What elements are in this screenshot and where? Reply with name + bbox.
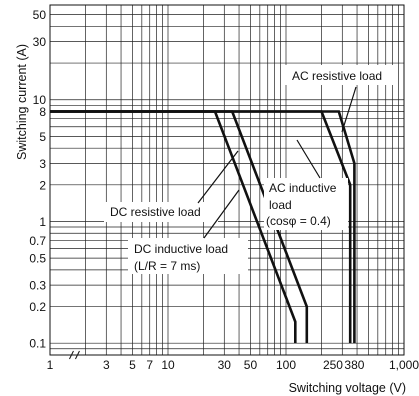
- annotation-text: load: [269, 198, 292, 212]
- annotation-text: DC inductive load: [134, 242, 228, 256]
- annotation-leader-line: [203, 189, 240, 239]
- x-tick-label: 100: [276, 358, 296, 372]
- y-tick-label: 8: [39, 105, 46, 119]
- annotation-text: AC resistive load: [292, 69, 382, 83]
- annotation-text: (L/R = 7 ms): [134, 259, 200, 273]
- x-tick-label: 7: [146, 358, 153, 372]
- x-tick-label: 50: [244, 358, 258, 372]
- y-axis-label: Switching current (A): [15, 44, 29, 160]
- curve-dc-inductive-load-l-r-7-ms: [50, 110, 297, 344]
- tick-labels: 1 3 5 7 10 30 50 100 250 380 1,000503010853210.70.…: [29, 8, 419, 372]
- annotations: AC resistive load AC inductive load (cosφ =…: [104, 65, 397, 274]
- y-tick-label: 1: [39, 215, 46, 229]
- plot-frame: [49, 4, 405, 356]
- y-tick-label: 0.5: [29, 252, 46, 266]
- y-tick-label: 50: [33, 8, 47, 22]
- annotation-text: DC resistive load: [110, 205, 201, 219]
- annotation-leader-line: [296, 139, 321, 179]
- annotation-3: DC resistive load: [104, 150, 239, 222]
- annotation-text: AC inductive: [269, 181, 337, 195]
- annotation-background: [104, 202, 218, 222]
- y-tick-label: 0.7: [29, 234, 46, 248]
- y-tick-label: 30: [33, 35, 47, 49]
- annotation-text: (cosφ = 0.4): [266, 214, 331, 228]
- x-tick-label: 5: [129, 358, 136, 372]
- annotation-leader-line: [197, 150, 239, 204]
- annotation-1: AC resistive load: [283, 65, 397, 133]
- annotation-background: [283, 65, 397, 85]
- y-tick-label: 3: [39, 157, 46, 171]
- y-tick-label: 5: [39, 130, 46, 144]
- x-tick-label: 3: [103, 358, 110, 372]
- x-axis-label: Switching voltage (V): [289, 381, 406, 395]
- y-tick-label: 0.2: [29, 300, 46, 314]
- annotation-background: [128, 238, 248, 274]
- x-tick-label: 380: [344, 358, 364, 372]
- annotation-leader-line: [341, 86, 357, 133]
- annotation-4: DC inductive load (L/R = 7 ms): [128, 189, 248, 274]
- annotation-2: AC inductive load (cosφ = 0.4): [264, 139, 348, 230]
- y-tick-label: 2: [39, 178, 46, 192]
- x-tick-label: 10: [161, 358, 175, 372]
- x-tick-label: 1,000: [389, 358, 419, 372]
- x-tick-label: 1: [47, 358, 54, 372]
- annotation-background: [264, 178, 348, 230]
- y-tick-label: 0.1: [29, 337, 46, 351]
- x-tick-label: 30: [218, 358, 232, 372]
- y-tick-label: 10: [33, 93, 47, 107]
- x-tick-label: 250: [323, 358, 343, 372]
- y-tick-label: 0.3: [29, 279, 46, 293]
